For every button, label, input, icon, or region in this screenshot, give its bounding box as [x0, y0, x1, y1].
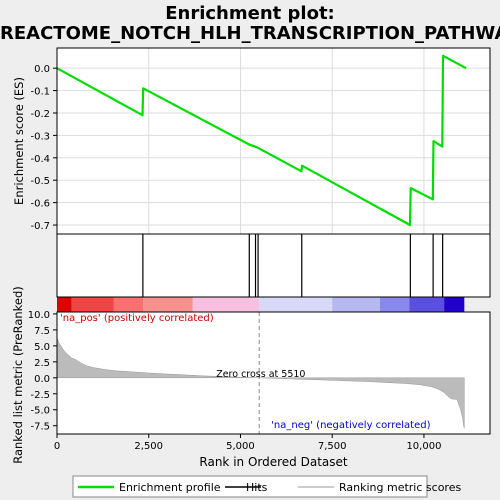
heat-bar-segment-3	[143, 297, 193, 312]
es-ytick-label-5: -0.5	[30, 176, 50, 187]
metric-ytick-label-1: 7.5	[34, 326, 50, 337]
na-pos-label: 'na_pos' (positively correlated)	[60, 313, 214, 324]
es-ytick-label-3: -0.3	[30, 131, 50, 142]
heat-bar-segment-0	[57, 297, 72, 312]
legend-label-0: Enrichment profile	[119, 481, 221, 494]
panel-border-2	[56, 311, 491, 435]
es-panel-bg	[57, 48, 490, 234]
metric-ylabel: Ranked list metric (PreRanked)	[11, 286, 25, 464]
metric-ytick-label-5: -2.5	[30, 390, 50, 401]
xtick-label-0: 0	[54, 441, 60, 452]
hits-panel-bg	[57, 234, 490, 297]
metric-ytick-label-7: -7.5	[30, 422, 50, 433]
metric-ytick-label-3: 2.5	[34, 358, 50, 369]
xtick-label-2: 5,000	[226, 441, 255, 452]
heat-bar-segment-2	[113, 297, 144, 312]
zero-cross-label: Zero cross at 5510	[216, 369, 305, 380]
heat-bar-segment-8	[409, 297, 445, 312]
enrichment-profile-line	[56, 54, 467, 227]
es-ytick-label-7: -0.7	[30, 221, 50, 232]
heat-bar-segment-5	[259, 297, 333, 312]
xtick-label-1: 2,500	[134, 441, 163, 452]
metric-ytick-label-0: 10.0	[28, 310, 50, 321]
es-ytick-label-2: -0.2	[30, 109, 50, 120]
heat-bar-segment-7	[379, 297, 410, 312]
metric-ytick-label-2: 5.0	[34, 342, 50, 353]
xtick-label-3: 7,500	[318, 441, 347, 452]
chart-title-line2: REACTOME_NOTCH_HLH_TRANSCRIPTION_PATHWAY	[0, 23, 500, 44]
heat-bar-segment-6	[332, 297, 380, 312]
es-ylabel: Enrichment score (ES)	[12, 77, 26, 205]
es-ytick-label-6: -0.6	[30, 199, 50, 210]
heat-bar-segment-1	[71, 297, 114, 312]
metric-ytick-label-4: 0.0	[34, 374, 50, 385]
legend-label-2: Ranking metric scores	[339, 481, 461, 494]
panel-border-1	[56, 233, 491, 298]
na-neg-label: 'na_neg' (negatively correlated)	[271, 420, 430, 431]
ranking-metric-area	[56, 337, 465, 429]
chart-title-line1: Enrichment plot:	[165, 3, 335, 24]
metric-ytick-label-6: -5.0	[30, 406, 50, 417]
x-axis-label: Rank in Ordered Dataset	[199, 455, 347, 469]
es-ytick-label-0: 0.0	[34, 64, 50, 75]
es-ytick-label-1: -0.1	[30, 87, 50, 98]
heat-bar-segment-9	[444, 297, 465, 312]
heat-bar-segment-4	[192, 297, 260, 312]
es-ytick-label-4: -0.4	[30, 154, 50, 165]
xtick-label-4: 10,000	[406, 441, 441, 452]
legend-label-1: Hits	[246, 481, 268, 494]
